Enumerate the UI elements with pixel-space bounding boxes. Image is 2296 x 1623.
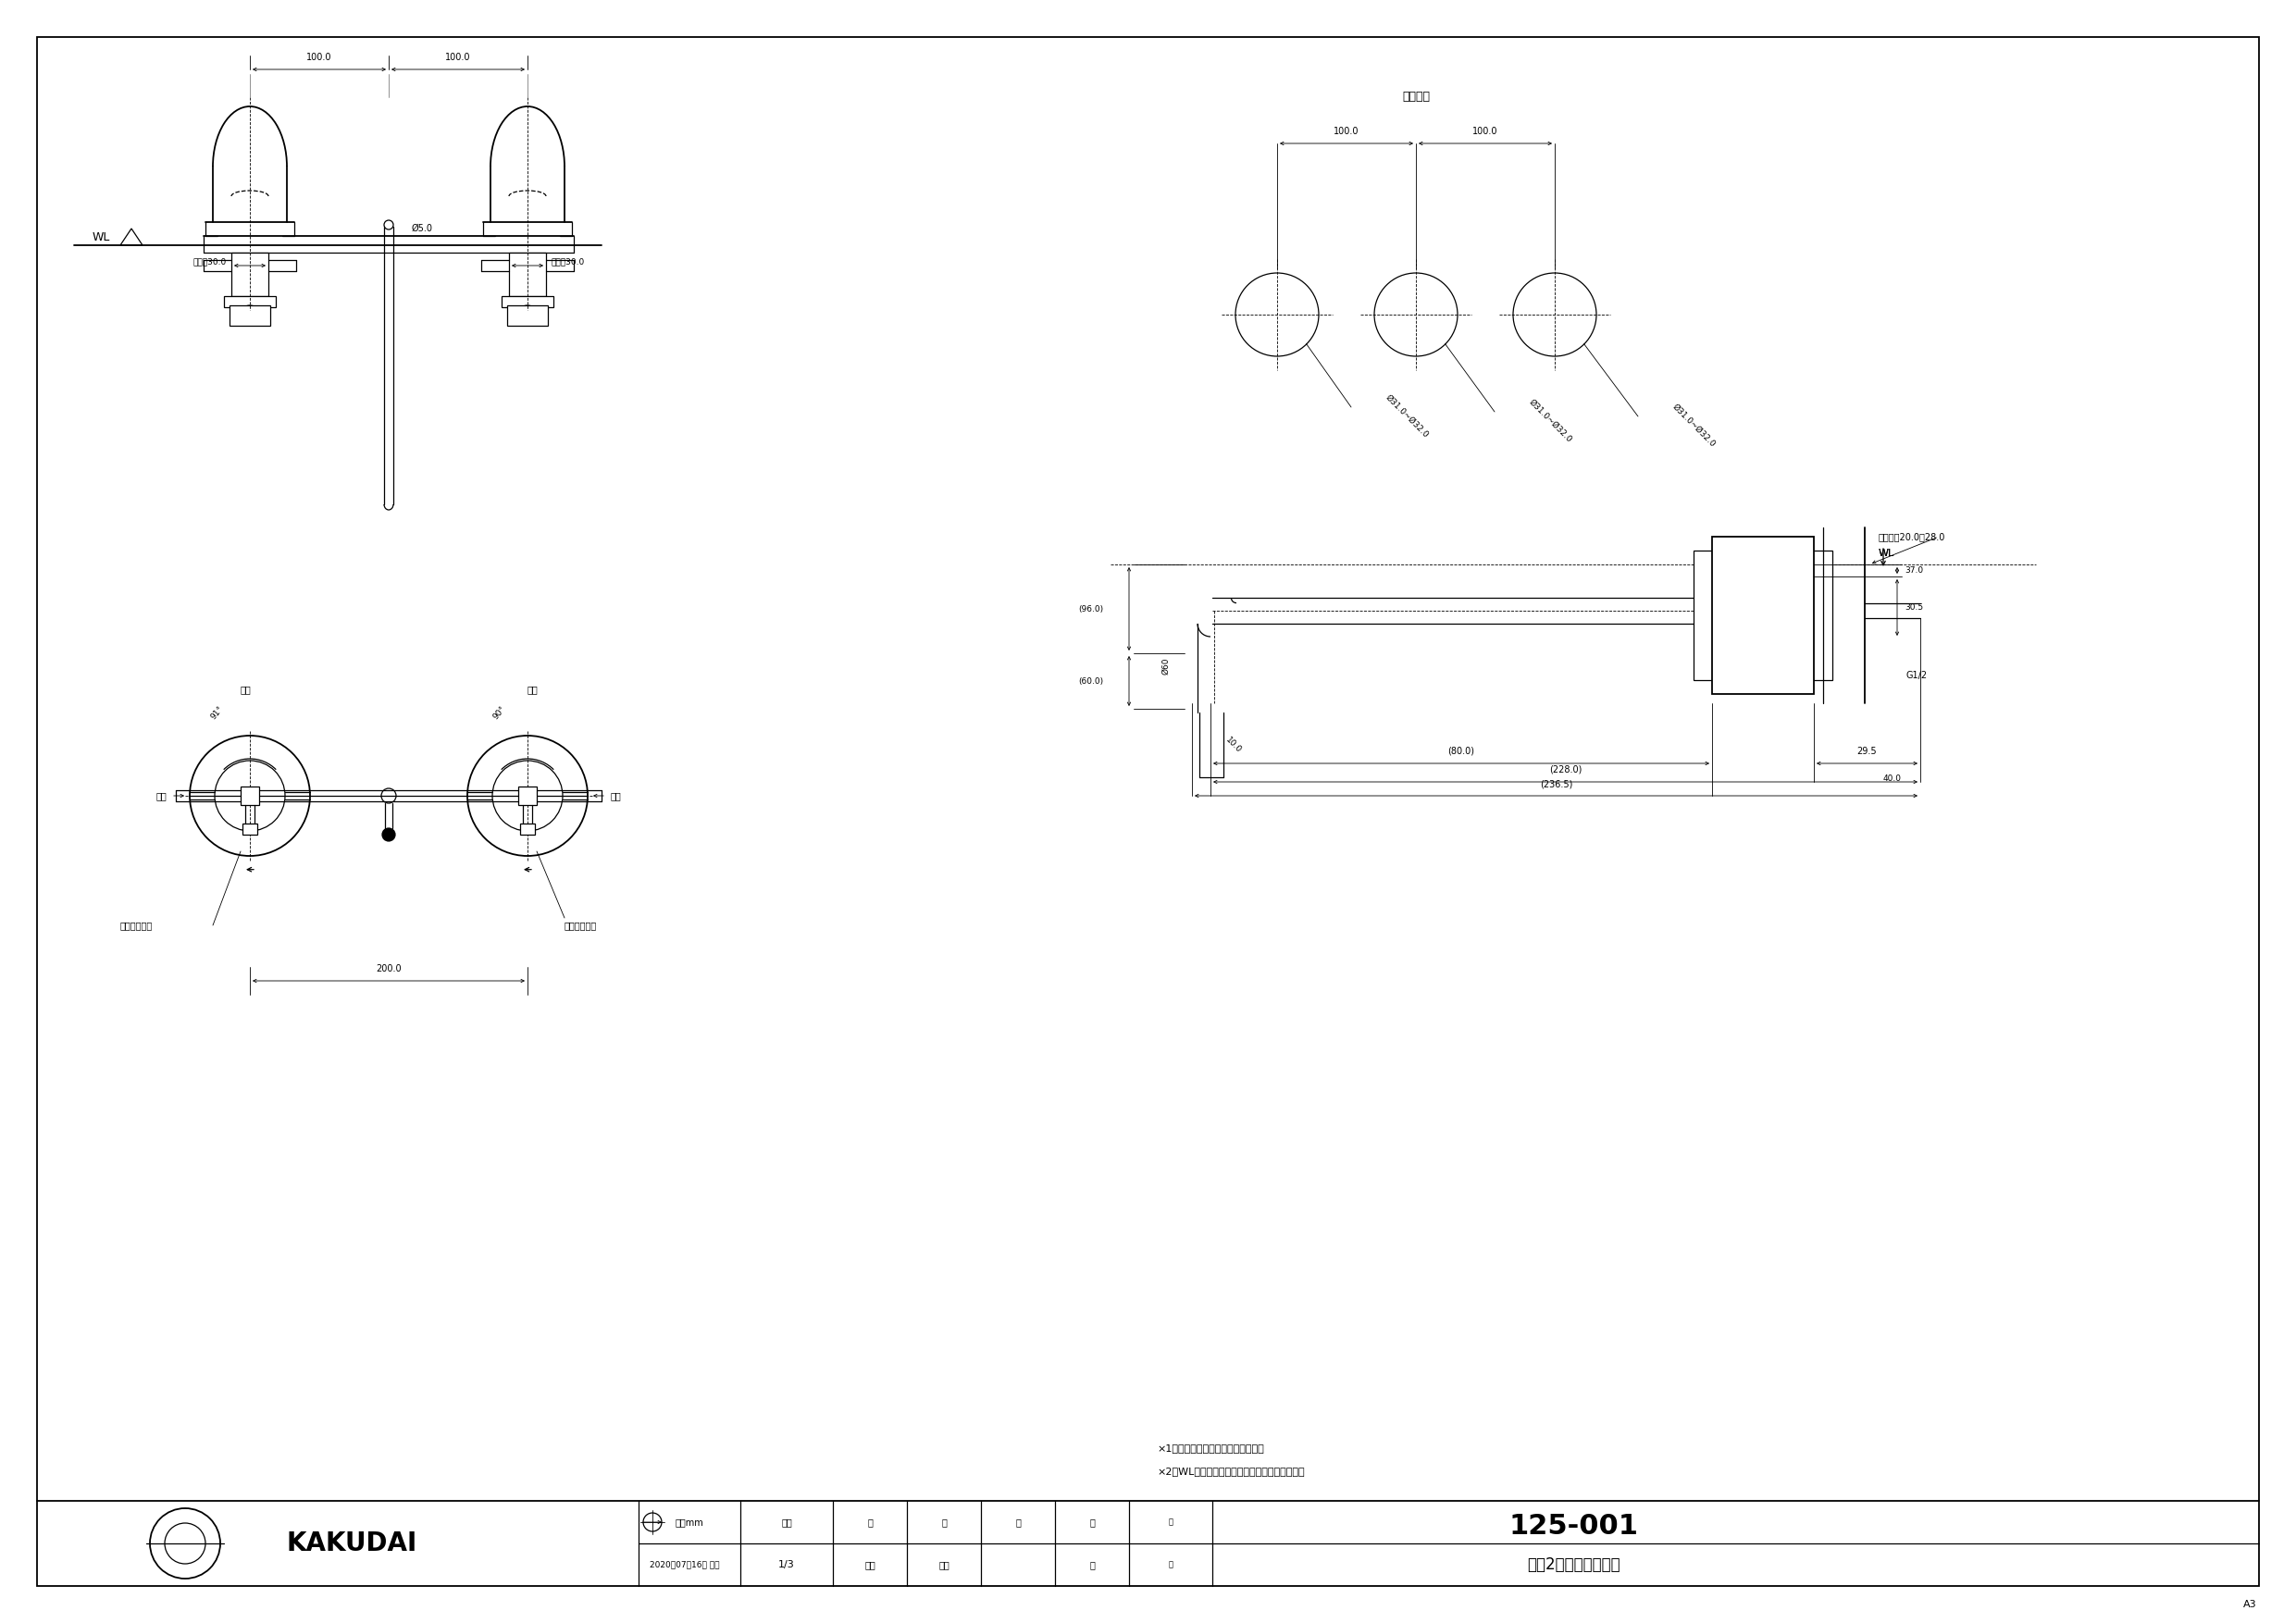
Text: 二面幅30.0: 二面幅30.0: [193, 258, 227, 266]
Text: WL: WL: [1878, 549, 1894, 558]
Text: 91°: 91°: [209, 704, 225, 721]
Text: 止水: 止水: [156, 790, 168, 800]
Text: 二面幅30.0: 二面幅30.0: [551, 258, 583, 266]
Text: ×1　（）内寸法は参考寸法である。: ×1 （）内寸法は参考寸法である。: [1157, 1443, 1263, 1453]
Text: 40.0: 40.0: [1883, 774, 1901, 784]
Bar: [230, 305, 271, 326]
Text: 祝: 祝: [1088, 1560, 1095, 1569]
Text: 100.0: 100.0: [445, 52, 471, 62]
Text: A3: A3: [2243, 1600, 2257, 1608]
Bar: [510, 253, 546, 295]
Text: (80.0): (80.0): [1449, 747, 1474, 756]
Text: Ø31.0~Ø32.0: Ø31.0~Ø32.0: [1671, 403, 1717, 448]
Bar: [243, 823, 257, 834]
Text: (96.0): (96.0): [1079, 605, 1104, 613]
Text: Ø60: Ø60: [1162, 657, 1171, 675]
Text: 2020年07月16日 作成: 2020年07月16日 作成: [650, 1561, 719, 1569]
Text: WL: WL: [92, 232, 110, 243]
Bar: [501, 295, 553, 307]
Text: 品: 品: [1169, 1518, 1173, 1526]
Text: 100.0: 100.0: [1472, 127, 1497, 136]
Text: 37.0: 37.0: [1906, 566, 1924, 575]
Text: 29.5: 29.5: [1857, 747, 1878, 756]
Text: 125-001: 125-001: [1508, 1513, 1637, 1540]
Text: 製: 製: [868, 1518, 872, 1527]
Text: 壁仕2ハンドル混合栓: 壁仕2ハンドル混合栓: [1527, 1556, 1619, 1573]
Text: 給水: 給水: [239, 685, 250, 695]
Text: 10.0: 10.0: [1224, 735, 1242, 755]
Bar: [232, 253, 269, 295]
Text: Ø31.0~Ø32.0: Ø31.0~Ø32.0: [1384, 393, 1430, 440]
Bar: [1694, 550, 1832, 680]
Text: 承: 承: [1088, 1518, 1095, 1527]
Circle shape: [381, 828, 395, 841]
Text: 対応壁厚20.0～28.0: 対応壁厚20.0～28.0: [1878, 532, 1945, 542]
Text: 1/3: 1/3: [778, 1560, 794, 1569]
Text: 30.5: 30.5: [1906, 604, 1924, 612]
Text: 湯側ハンドル: 湯側ハンドル: [119, 920, 154, 930]
Text: (60.0): (60.0): [1079, 677, 1104, 685]
Text: (236.5): (236.5): [1541, 779, 1573, 789]
Text: 検: 検: [941, 1518, 946, 1527]
Text: Ø31.0~Ø32.0: Ø31.0~Ø32.0: [1527, 398, 1573, 445]
Text: 吐水: 吐水: [526, 685, 537, 695]
Bar: [507, 305, 549, 326]
Text: KAKUDAI: KAKUDAI: [287, 1530, 418, 1556]
Text: 山田: 山田: [939, 1560, 948, 1569]
Text: 図: 図: [1015, 1518, 1022, 1527]
Text: 尺度: 尺度: [781, 1518, 792, 1527]
Bar: [241, 787, 259, 805]
Text: 取付穴径: 取付穴径: [1403, 91, 1430, 104]
Bar: [225, 295, 276, 307]
Text: WL: WL: [1878, 549, 1894, 558]
Text: 90°: 90°: [491, 704, 507, 721]
Text: 100.0: 100.0: [308, 52, 333, 62]
Text: Ø5.0: Ø5.0: [411, 224, 434, 234]
Text: ×2　WLからの水栓寸法は壁厕により変化する。: ×2 WLからの水栓寸法は壁厕により変化する。: [1157, 1467, 1304, 1475]
Text: (228.0): (228.0): [1550, 764, 1582, 774]
Text: 100.0: 100.0: [1334, 127, 1359, 136]
Text: 200.0: 200.0: [377, 964, 402, 974]
Text: 単位mm: 単位mm: [675, 1518, 703, 1527]
Text: 止水: 止水: [611, 790, 622, 800]
Text: 名: 名: [1169, 1561, 1173, 1569]
Text: 水側ハンドル: 水側ハンドル: [565, 920, 597, 930]
Bar: [521, 823, 535, 834]
Text: G1/2: G1/2: [1906, 670, 1929, 680]
Bar: [1713, 537, 1814, 695]
Text: 黒崎: 黒崎: [866, 1560, 875, 1569]
Bar: [519, 787, 537, 805]
